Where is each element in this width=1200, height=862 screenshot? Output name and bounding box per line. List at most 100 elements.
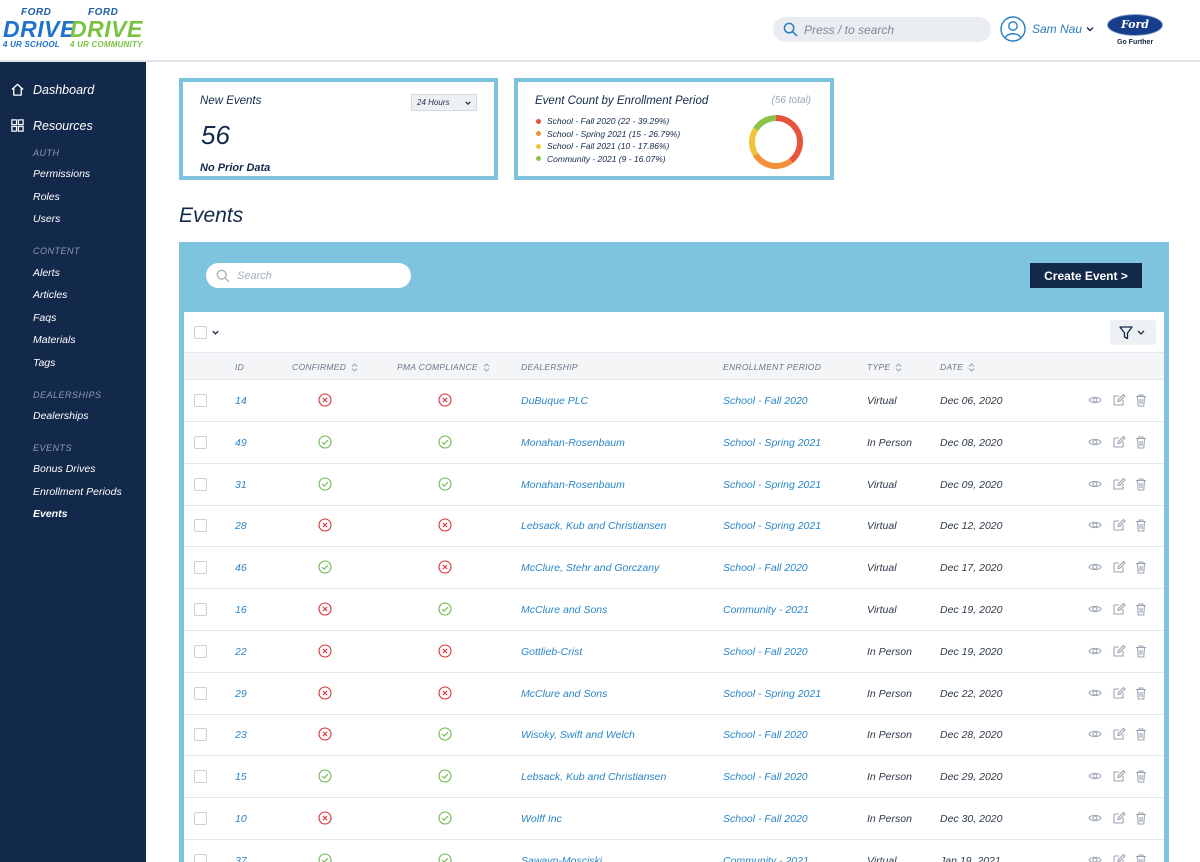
- event-id-link[interactable]: 10: [235, 813, 247, 825]
- table-row[interactable]: 16 McClure and Sons Community - 2021 Virtua…: [184, 589, 1164, 631]
- sidebar-item-enrollment-periods[interactable]: Enrollment Periods: [33, 486, 122, 498]
- table-row[interactable]: 31 Monahan-Rosenbaum School - Spring 2021 V…: [184, 464, 1164, 506]
- edit-icon[interactable]: [1112, 393, 1126, 407]
- eye-icon[interactable]: [1088, 769, 1102, 783]
- edit-icon[interactable]: [1112, 560, 1126, 574]
- edit-icon[interactable]: [1112, 518, 1126, 532]
- column-header-confirmed[interactable]: CONFIRMED: [292, 362, 358, 372]
- eye-icon[interactable]: [1088, 393, 1102, 407]
- dealership-link[interactable]: DuBuque PLC: [521, 395, 589, 407]
- row-checkbox[interactable]: [194, 477, 207, 491]
- dealership-link[interactable]: McClure, Stehr and Gorczany: [521, 562, 660, 575]
- trash-icon[interactable]: [1134, 435, 1148, 449]
- sidebar-item-bonus-drives[interactable]: Bonus Drives: [33, 463, 96, 475]
- sidebar-item-alerts[interactable]: Alerts: [33, 267, 60, 279]
- edit-icon[interactable]: [1112, 686, 1126, 700]
- trash-icon[interactable]: [1134, 518, 1148, 532]
- table-row[interactable]: 10 Wolff Inc School - Fall 2020 In Person De…: [184, 798, 1164, 840]
- row-checkbox[interactable]: [194, 603, 207, 616]
- event-id-link[interactable]: 49: [235, 436, 247, 449]
- trash-icon[interactable]: [1134, 727, 1148, 741]
- edit-icon[interactable]: [1112, 811, 1126, 825]
- dealership-link[interactable]: Gottlieb-Crist: [521, 645, 583, 658]
- event-id-link[interactable]: 15: [235, 771, 247, 784]
- eye-icon[interactable]: [1088, 811, 1102, 825]
- enrollment-period-link[interactable]: School - Spring 2021: [723, 436, 822, 449]
- edit-icon[interactable]: [1112, 477, 1126, 491]
- enrollment-period-link[interactable]: Community - 2021: [723, 854, 809, 862]
- drive-4-ur-school-logo[interactable]: FORD DRIVE 4 UR SCHOOL: [3, 8, 76, 49]
- row-checkbox[interactable]: [194, 686, 207, 700]
- enrollment-period-link[interactable]: School - Fall 2020: [723, 562, 808, 575]
- edit-icon[interactable]: [1112, 727, 1126, 741]
- table-row[interactable]: 49 Monahan-Rosenbaum School - Spring 2021 I…: [184, 422, 1164, 464]
- event-id-link[interactable]: 46: [235, 562, 247, 575]
- user-circle-icon[interactable]: [1000, 16, 1026, 42]
- table-row[interactable]: 37 Sawayn-Mosciski Community - 2021 Virtual…: [184, 840, 1164, 862]
- column-header-date[interactable]: DATE: [940, 362, 975, 372]
- table-row[interactable]: 15 Lebsack, Kub and Christiansen School - …: [184, 756, 1164, 799]
- chevron-down-icon[interactable]: [211, 328, 220, 337]
- sidebar-item-dealerships[interactable]: Dealerships: [33, 410, 89, 422]
- dealership-link[interactable]: Sawayn-Mosciski: [521, 854, 603, 862]
- time-range-select[interactable]: 24 Hours: [411, 94, 477, 111]
- eye-icon[interactable]: [1088, 853, 1102, 862]
- row-checkbox[interactable]: [194, 519, 207, 533]
- dealership-link[interactable]: Lebsack, Kub and Christiansen: [521, 520, 667, 533]
- event-id-link[interactable]: 28: [235, 520, 247, 533]
- sidebar-item-materials[interactable]: Materials: [33, 334, 76, 346]
- dealership-link[interactable]: McClure and Sons: [521, 687, 608, 700]
- edit-icon[interactable]: [1112, 644, 1126, 658]
- enrollment-period-link[interactable]: School - Fall 2020: [723, 813, 808, 825]
- table-row[interactable]: 14 DuBuque PLC School - Fall 2020 Virtual De…: [184, 380, 1164, 422]
- sidebar-item-faqs[interactable]: Faqs: [33, 312, 57, 324]
- row-checkbox[interactable]: [194, 561, 207, 575]
- trash-icon[interactable]: [1134, 686, 1148, 700]
- sidebar-item-dashboard[interactable]: Dashboard: [10, 82, 94, 97]
- eye-icon[interactable]: [1088, 560, 1102, 574]
- global-search-input[interactable]: Press / to search: [773, 17, 991, 42]
- dealership-link[interactable]: Lebsack, Kub and Christiansen: [521, 771, 667, 784]
- event-id-link[interactable]: 14: [235, 395, 247, 407]
- enrollment-period-link[interactable]: Community - 2021: [723, 604, 809, 616]
- dealership-link[interactable]: McClure and Sons: [521, 604, 608, 616]
- eye-icon[interactable]: [1088, 727, 1102, 741]
- drive-4-ur-community-logo[interactable]: FORD DRIVE 4 UR COMMUNITY: [70, 8, 143, 49]
- sidebar-item-events[interactable]: Events: [33, 508, 68, 520]
- trash-icon[interactable]: [1134, 644, 1148, 658]
- event-id-link[interactable]: 29: [235, 687, 247, 700]
- filter-button[interactable]: [1110, 320, 1156, 345]
- event-id-link[interactable]: 23: [235, 729, 247, 742]
- table-row[interactable]: 29 McClure and Sons School - Spring 2021 In…: [184, 673, 1164, 715]
- enrollment-period-link[interactable]: School - Fall 2020: [723, 729, 808, 742]
- row-checkbox[interactable]: [194, 853, 207, 862]
- row-checkbox[interactable]: [194, 728, 207, 742]
- sidebar-item-resources[interactable]: Resources: [10, 118, 93, 133]
- user-name[interactable]: Sam Nau: [1032, 22, 1083, 36]
- table-row[interactable]: 23 Wisoky, Swift and Welch School - Fall 2…: [184, 714, 1164, 757]
- sidebar-item-roles[interactable]: Roles: [33, 191, 60, 203]
- chevron-down-icon[interactable]: [1085, 24, 1095, 34]
- trash-icon[interactable]: [1134, 811, 1148, 825]
- trash-icon[interactable]: [1134, 853, 1148, 862]
- row-checkbox[interactable]: [194, 435, 207, 449]
- dealership-link[interactable]: Monahan-Rosenbaum: [521, 478, 625, 491]
- enrollment-period-link[interactable]: School - Fall 2020: [723, 395, 808, 407]
- sidebar-item-permissions[interactable]: Permissions: [33, 168, 91, 180]
- eye-icon[interactable]: [1088, 602, 1102, 616]
- eye-icon[interactable]: [1088, 644, 1102, 658]
- edit-icon[interactable]: [1112, 435, 1126, 449]
- eye-icon[interactable]: [1088, 435, 1102, 449]
- edit-icon[interactable]: [1112, 602, 1126, 616]
- trash-icon[interactable]: [1134, 393, 1148, 407]
- enrollment-period-link[interactable]: School - Spring 2021: [723, 478, 822, 491]
- row-checkbox[interactable]: [194, 394, 207, 407]
- row-checkbox[interactable]: [194, 812, 207, 825]
- event-id-link[interactable]: 22: [235, 645, 247, 658]
- trash-icon[interactable]: [1134, 560, 1148, 574]
- event-id-link[interactable]: 31: [235, 478, 247, 491]
- create-event-button[interactable]: Create Event >: [1030, 263, 1142, 288]
- table-row[interactable]: 28 Lebsack, Kub and Christiansen School - …: [184, 505, 1164, 548]
- table-row[interactable]: 46 McClure, Stehr and Gorczany School - Fa…: [184, 547, 1164, 590]
- dealership-link[interactable]: Wolff Inc: [521, 813, 562, 825]
